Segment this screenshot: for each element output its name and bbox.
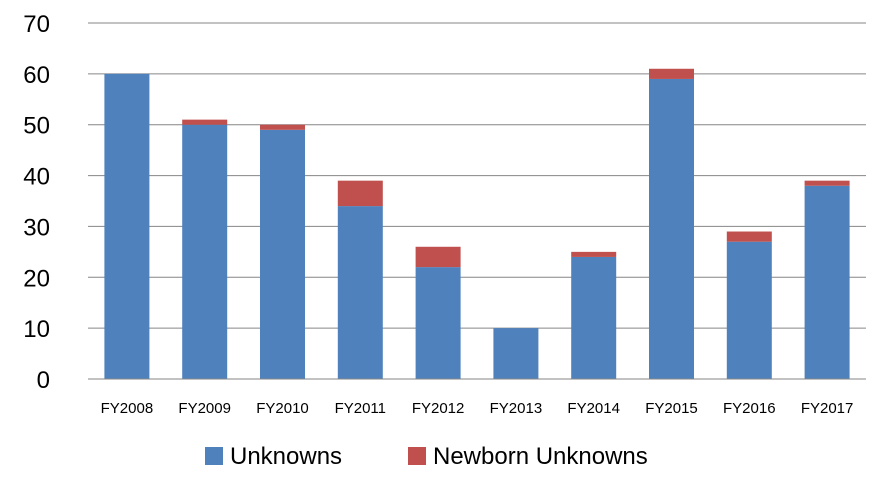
x-tick-label: FY2011 xyxy=(335,400,386,417)
bars xyxy=(104,68,850,379)
y-tick-label: 30 xyxy=(23,214,50,241)
bar-newborn-unknowns-fy2014 xyxy=(571,251,617,257)
y-tick-label: 20 xyxy=(23,265,50,292)
bar-unknowns-fy2012 xyxy=(415,267,461,379)
y-tick-label: 40 xyxy=(23,164,50,191)
bar-newborn-unknowns-fy2015 xyxy=(649,68,694,79)
x-tick-label: FY2008 xyxy=(101,400,154,417)
bar-unknowns-fy2016 xyxy=(726,241,772,379)
legend-label-newborn-unknowns: Newborn Unknowns xyxy=(433,443,648,470)
y-tick-label: 10 xyxy=(23,316,50,343)
x-tick-label: FY2017 xyxy=(801,400,854,417)
x-tick-label: FY2010 xyxy=(256,400,309,417)
y-tick-label: 50 xyxy=(23,113,50,140)
bar-newborn-unknowns-fy2017 xyxy=(804,180,850,186)
legend-swatch-newborn-unknowns xyxy=(408,447,426,465)
bar-newborn-unknowns-fy2012 xyxy=(415,246,461,268)
legend: Unknowns Newborn Unknowns xyxy=(205,443,648,470)
x-tick-label: FY2009 xyxy=(178,400,231,417)
bar-unknowns-fy2014 xyxy=(571,256,617,379)
bar-newborn-unknowns-fy2016 xyxy=(726,231,772,242)
bar-unknowns-fy2008 xyxy=(104,73,150,379)
x-tick-label: FY2015 xyxy=(645,400,698,417)
bar-newborn-unknowns-fy2009 xyxy=(182,119,228,125)
x-tick-label: FY2014 xyxy=(567,400,620,417)
x-tick-label: FY2012 xyxy=(412,400,465,417)
bar-newborn-unknowns-fy2011 xyxy=(337,180,383,207)
bar-unknowns-fy2009 xyxy=(182,124,228,379)
y-tick-label: 60 xyxy=(23,62,50,89)
legend-label-unknowns: Unknowns xyxy=(230,443,342,470)
bar-newborn-unknowns-fy2010 xyxy=(260,124,305,130)
bar-unknowns-fy2017 xyxy=(804,185,850,379)
bar-unknowns-fy2010 xyxy=(260,129,305,379)
bar-unknowns-fy2011 xyxy=(337,206,383,379)
x-tick-label: FY2013 xyxy=(490,400,543,417)
y-tick-label: 0 xyxy=(37,367,50,394)
axes: 0 10 20 30 40 50 60 70 FY2008 FY2009 FY2010 FY2011 F… xyxy=(23,11,866,417)
bar-unknowns-fy2015 xyxy=(649,78,694,379)
y-tick-label: 70 xyxy=(23,11,50,38)
x-tick-label: FY2016 xyxy=(723,400,776,417)
bar-unknowns-fy2013 xyxy=(493,328,539,379)
legend-swatch-unknowns xyxy=(205,447,223,465)
